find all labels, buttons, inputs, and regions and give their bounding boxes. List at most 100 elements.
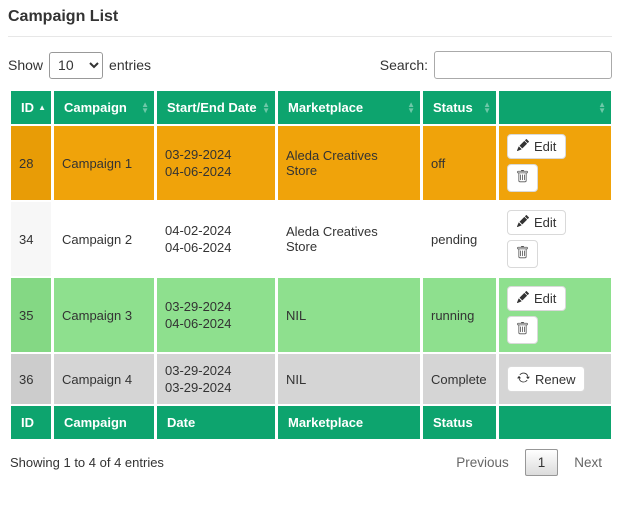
- cell-status: off: [423, 126, 496, 200]
- action-buttons: Edit: [507, 210, 603, 268]
- column-header-id[interactable]: ID ▲: [11, 91, 51, 124]
- action-buttons: Edit: [507, 286, 603, 344]
- cell-actions: Renew: [499, 354, 611, 404]
- cell-marketplace: Aleda Creatives Store: [278, 126, 420, 200]
- sort-arrows-icon: ▲ ▼: [407, 99, 415, 115]
- date-line: 04-06-2024: [165, 240, 232, 255]
- sort-arrows-icon: ▲ ▼: [483, 99, 491, 115]
- cell-campaign: Campaign 2: [54, 202, 154, 276]
- column-header-label: ID: [21, 100, 34, 115]
- cell-status: running: [423, 278, 496, 352]
- refresh-icon: [517, 371, 530, 387]
- column-header-label: Marketplace: [288, 100, 364, 115]
- pencil-icon: [517, 214, 530, 230]
- button-label: Edit: [534, 139, 557, 154]
- campaign-list-page: Campaign List Show 10 entries Search: ID…: [8, 8, 614, 476]
- cell-id: 35: [11, 278, 51, 352]
- pencil-icon: [517, 138, 530, 154]
- cell-dates: 03-29-2024 04-06-2024: [157, 278, 275, 352]
- sort-arrows-icon: ▲ ▼: [141, 99, 149, 115]
- cell-id: 34: [11, 202, 51, 276]
- table-header: ID ▲ Campaign ▲ ▼ Start/End Date ▲ ▼ Marketplace…: [11, 91, 611, 124]
- cell-campaign: Campaign 1: [54, 126, 154, 200]
- cell-id: 36: [11, 354, 51, 404]
- show-entries-control: Show 10 entries: [8, 51, 152, 79]
- pencil-icon: [517, 290, 530, 306]
- date-line: 03-29-2024: [165, 363, 232, 378]
- campaign-table: ID ▲ Campaign ▲ ▼ Start/End Date ▲ ▼ Marketplace…: [8, 89, 614, 441]
- column-header-marketplace[interactable]: Marketplace ▲ ▼: [278, 91, 420, 124]
- cell-actions: Edit: [499, 278, 611, 352]
- cell-dates: 03-29-2024 03-29-2024: [157, 354, 275, 404]
- cell-status: Complete: [423, 354, 496, 404]
- date-line: 03-29-2024: [165, 147, 232, 162]
- table-row: 36 Campaign 4 03-29-2024 03-29-2024 NIL Compl…: [11, 354, 611, 404]
- show-label: Show: [8, 57, 44, 73]
- table-controls: Show 10 entries Search:: [8, 51, 612, 79]
- search-control: Search:: [380, 51, 612, 79]
- column-header-start-end-date[interactable]: Start/End Date ▲ ▼: [157, 91, 275, 124]
- footer-column-id: ID: [11, 406, 51, 439]
- table-row: 28 Campaign 1 03-29-2024 04-06-2024 Aleda Cr…: [11, 126, 611, 200]
- column-header-label: Campaign: [64, 100, 127, 115]
- sort-arrows-icon: ▲ ▼: [598, 99, 606, 115]
- action-buttons: Edit: [507, 134, 603, 192]
- footer-column-campaign: Campaign: [54, 406, 154, 439]
- sort-arrows-icon: ▲: [38, 102, 46, 112]
- footer-column-date: Date: [157, 406, 275, 439]
- column-header-status[interactable]: Status ▲ ▼: [423, 91, 496, 124]
- table-bottom-bar: Showing 1 to 4 of 4 entries Previous 1 N…: [8, 449, 612, 476]
- edit-button[interactable]: Edit: [507, 210, 567, 235]
- date-line: 04-06-2024: [165, 316, 232, 331]
- previous-button[interactable]: Previous: [456, 455, 509, 470]
- delete-button[interactable]: [507, 164, 538, 192]
- delete-button[interactable]: [507, 240, 538, 268]
- cell-marketplace: Aleda Creatives Store: [278, 202, 420, 276]
- cell-marketplace: NIL: [278, 278, 420, 352]
- cell-id: 28: [11, 126, 51, 200]
- entries-select[interactable]: 10: [49, 51, 104, 79]
- entries-label: entries: [109, 57, 152, 73]
- renew-button[interactable]: Renew: [507, 366, 586, 392]
- trash-icon: [516, 246, 529, 262]
- page-title: Campaign List: [8, 8, 119, 25]
- table-footer: ID Campaign Date Marketplace Status: [11, 406, 611, 439]
- column-header-campaign[interactable]: Campaign ▲ ▼: [54, 91, 154, 124]
- trash-icon: [516, 170, 529, 186]
- search-input[interactable]: [434, 51, 612, 79]
- column-header-label: Status: [433, 100, 473, 115]
- trash-icon: [516, 322, 529, 338]
- footer-column-marketplace: Marketplace: [278, 406, 420, 439]
- page-1-button[interactable]: 1: [524, 449, 559, 476]
- date-line: 03-29-2024: [165, 380, 232, 395]
- table-info: Showing 1 to 4 of 4 entries: [10, 455, 164, 470]
- date-line: 03-29-2024: [165, 299, 232, 314]
- title-divider: [8, 36, 612, 37]
- footer-column-actions: [499, 406, 611, 439]
- delete-button[interactable]: [507, 316, 538, 344]
- cell-campaign: Campaign 4: [54, 354, 154, 404]
- cell-status: pending: [423, 202, 496, 276]
- column-header-actions[interactable]: ▲ ▼: [499, 91, 611, 124]
- footer-column-status: Status: [423, 406, 496, 439]
- action-buttons: Renew: [507, 366, 603, 392]
- column-header-label: Start/End Date: [167, 100, 257, 115]
- edit-button[interactable]: Edit: [507, 286, 567, 311]
- table-row: 34 Campaign 2 04-02-2024 04-06-2024 Aleda Cr…: [11, 202, 611, 276]
- cell-dates: 03-29-2024 04-06-2024: [157, 126, 275, 200]
- table-body: 28 Campaign 1 03-29-2024 04-06-2024 Aleda Cr…: [11, 126, 611, 404]
- cell-campaign: Campaign 3: [54, 278, 154, 352]
- search-label: Search:: [379, 57, 428, 73]
- cell-actions: Edit: [499, 126, 611, 200]
- button-label: Edit: [534, 291, 557, 306]
- next-button[interactable]: Next: [574, 455, 602, 470]
- button-label: Renew: [535, 371, 576, 387]
- sort-arrows-icon: ▲ ▼: [262, 99, 270, 115]
- table-row: 35 Campaign 3 03-29-2024 04-06-2024 NIL runni…: [11, 278, 611, 352]
- date-line: 04-06-2024: [165, 164, 232, 179]
- cell-marketplace: NIL: [278, 354, 420, 404]
- pagination: Previous 1 Next: [446, 449, 612, 476]
- date-line: 04-02-2024: [165, 223, 232, 238]
- edit-button[interactable]: Edit: [507, 134, 567, 159]
- cell-dates: 04-02-2024 04-06-2024: [157, 202, 275, 276]
